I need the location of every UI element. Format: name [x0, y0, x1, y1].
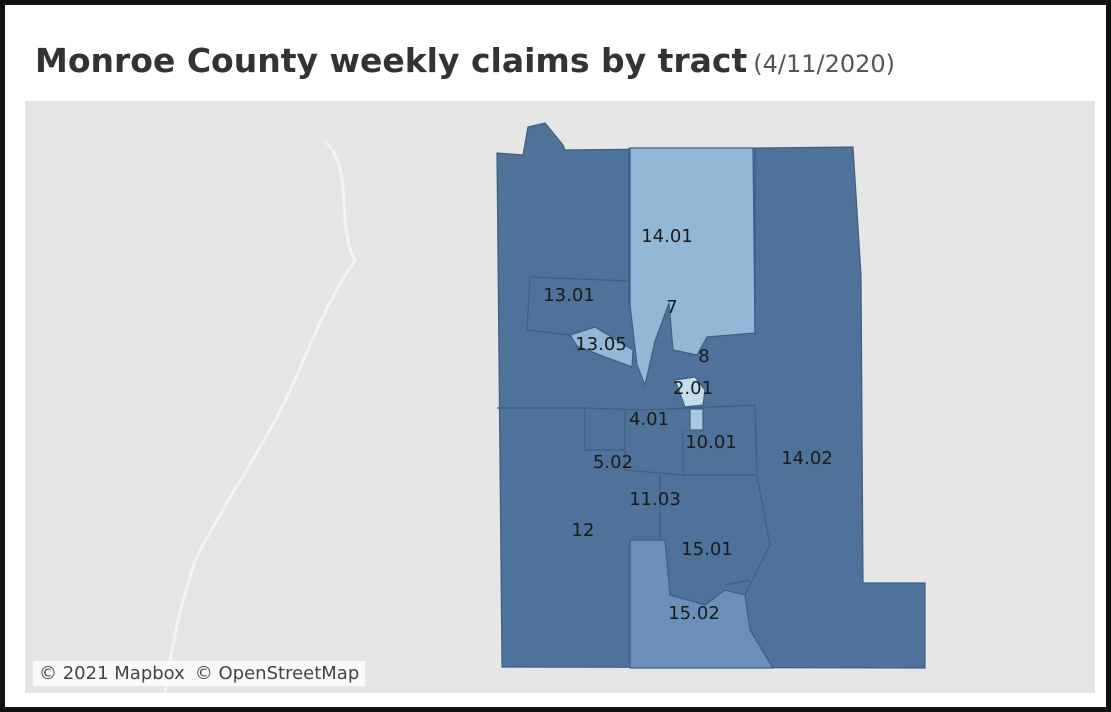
tract-label: 8: [698, 346, 709, 367]
tract-label: 2.01: [673, 378, 713, 399]
county: [496, 122, 926, 669]
tract-label: 4.01: [629, 409, 669, 430]
tract-label: 10.01: [685, 432, 737, 453]
subtitle: (4/11/2020): [753, 50, 896, 78]
river: [163, 139, 357, 693]
tract-13-05: [569, 326, 634, 368]
attribution-text: © 2021 Mapbox: [39, 663, 185, 684]
tract-label: 14.01: [641, 226, 693, 247]
tract-label: 14.02: [781, 448, 833, 469]
tract-label: 15.02: [668, 603, 720, 624]
attribution: © 2021 Mapbox © OpenStreetMap: [33, 661, 366, 686]
tracts: [496, 122, 926, 669]
tract-labels: 14.01 13.01 7 13.05 8 2.014.01 10.01 14.02 5.02 1…: [543, 226, 833, 624]
title: Monroe County weekly claims by tract (4/1…: [35, 41, 895, 80]
tract-label: 12: [572, 520, 595, 541]
tract-label: 13.01: [543, 285, 595, 306]
tract-borders: [497, 148, 771, 596]
tract-label: 11.03: [629, 489, 681, 510]
tract-label: 13.05: [575, 334, 627, 355]
tract-label: 15.01: [681, 539, 733, 560]
map: 14.01 13.01 7 13.05 8 2.014.01 10.01 14.02 5.02 1…: [25, 101, 1095, 693]
attribution-text: © OpenStreetMap: [194, 663, 360, 684]
title-text: Monroe County weekly claims by tract: [35, 41, 748, 80]
tract-2-01: [674, 376, 706, 408]
tract-label: 5.02: [593, 452, 633, 473]
tract-label: 7: [666, 297, 677, 318]
tract-15-02: [629, 539, 775, 669]
tract-2-02: [689, 408, 704, 431]
